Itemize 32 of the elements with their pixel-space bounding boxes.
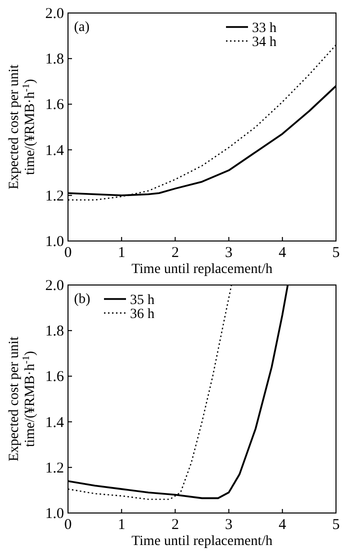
x-tick-label: 4	[278, 245, 287, 261]
y-tick-label: 1.2	[45, 188, 64, 204]
annotation: (b)	[74, 292, 91, 307]
x-axis-title: Time until replacement/h	[131, 262, 273, 277]
y-tick-label: 1.2	[45, 460, 64, 476]
x-tick-label: 2	[171, 517, 179, 533]
y-tick-label: 1.8	[45, 52, 64, 68]
x-axis-title: Time until replacement/h	[131, 534, 273, 549]
x-tick-label: 5	[332, 517, 340, 533]
y-tick-label: 1.4	[45, 142, 64, 159]
y-tick-label: 1.0	[45, 234, 64, 250]
legend-label: 36 h	[130, 307, 154, 322]
y-tick-label: 1.6	[45, 369, 64, 386]
annotation: (a)	[74, 20, 90, 35]
x-tick-label: 0	[64, 517, 72, 533]
x-tick-label: 4	[278, 517, 287, 533]
legend-label: 34 h	[252, 35, 276, 50]
x-tick-label: 5	[332, 245, 340, 261]
x-tick-label: 1	[118, 517, 126, 533]
y-tick-label: 2.0	[45, 278, 64, 294]
y-tick-label: 1.0	[45, 506, 64, 522]
x-tick-label: 3	[225, 245, 233, 261]
x-tick-label: 1	[118, 245, 126, 261]
y-tick-label: 2.0	[45, 6, 64, 22]
y-tick-label: 1.8	[45, 324, 64, 340]
y-tick-label: 1.6	[45, 97, 64, 114]
x-tick-label: 0	[64, 245, 72, 261]
legend-label: 35 h	[130, 293, 154, 308]
x-tick-label: 3	[225, 517, 233, 533]
y-tick-label: 1.4	[45, 414, 64, 431]
legend-label: 33 h	[252, 21, 276, 36]
x-tick-label: 2	[171, 245, 179, 261]
